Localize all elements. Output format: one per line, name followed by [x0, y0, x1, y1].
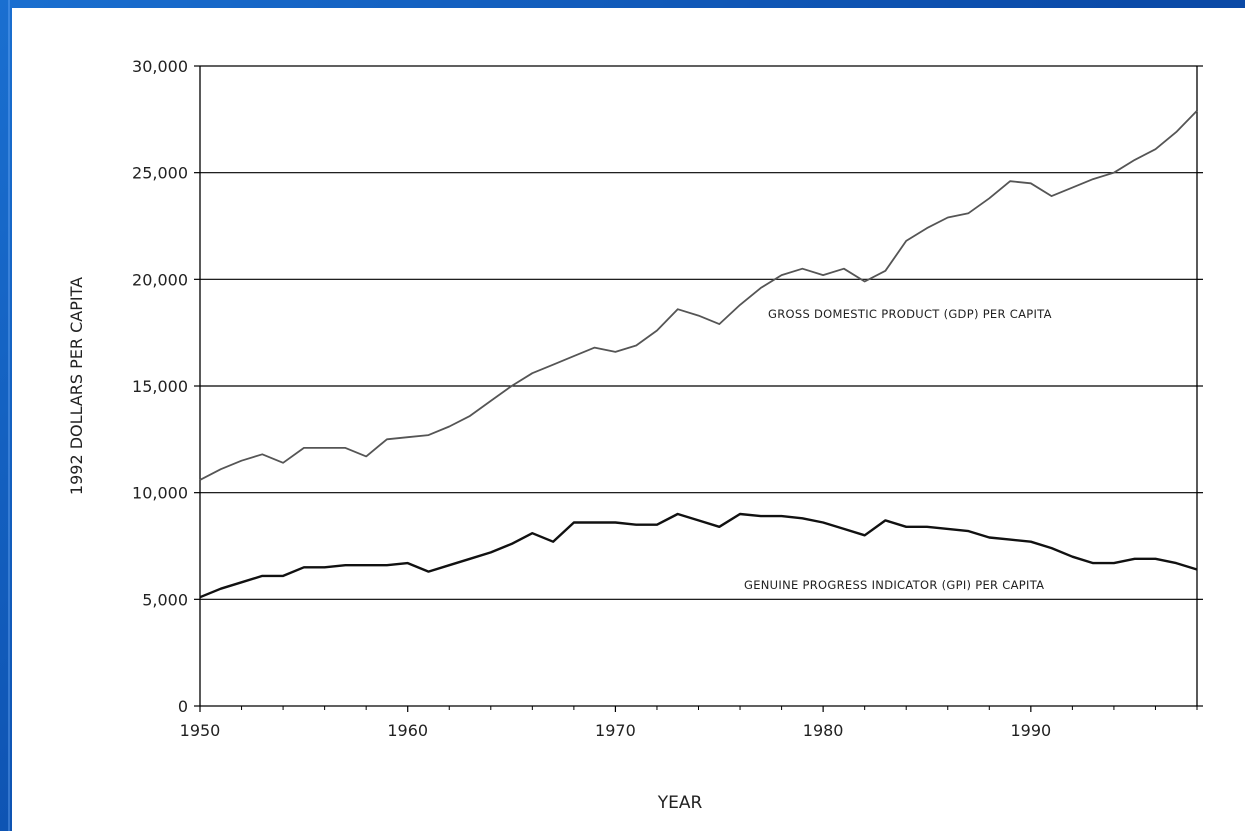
- y-axis-label: 1992 DOLLARS PER CAPITA: [67, 277, 86, 495]
- x-tick-label: 1960: [387, 721, 428, 740]
- y-tick-label: 25,000: [132, 164, 188, 183]
- y-ticks: 0 5,000 10,000 15,000 20,000 25,000 30,000: [132, 57, 1203, 716]
- y-tick-label: 10,000: [132, 484, 188, 503]
- y-tick-label: 0: [178, 697, 188, 716]
- y-tick-label: 30,000: [132, 57, 188, 76]
- x-axis-label: YEAR: [657, 793, 703, 813]
- series-lines: [199, 110, 1198, 599]
- gpi-series-line: [199, 512, 1198, 599]
- x-tick-label: 1970: [595, 721, 636, 740]
- gdp-series-label: GROSS DOMESTIC PRODUCT (GDP) PER CAPITA: [768, 307, 1052, 321]
- y-tick-label: 5,000: [142, 590, 188, 609]
- gpi-series-label: GENUINE PROGRESS INDICATOR (GPI) PER CAP…: [744, 578, 1044, 592]
- grid-lines: [200, 65, 1197, 600]
- gdp-series-line: [199, 110, 1198, 481]
- y-tick-label: 15,000: [132, 377, 188, 396]
- x-tick-label: 1990: [1010, 721, 1051, 740]
- chart-panel: [12, 8, 1245, 831]
- x-tick-label: 1980: [803, 721, 844, 740]
- y-tick-label: 20,000: [132, 270, 188, 289]
- x-tick-label: 1950: [180, 721, 221, 740]
- x-ticks: 1950 1960 1970 1980 1990: [180, 706, 1198, 740]
